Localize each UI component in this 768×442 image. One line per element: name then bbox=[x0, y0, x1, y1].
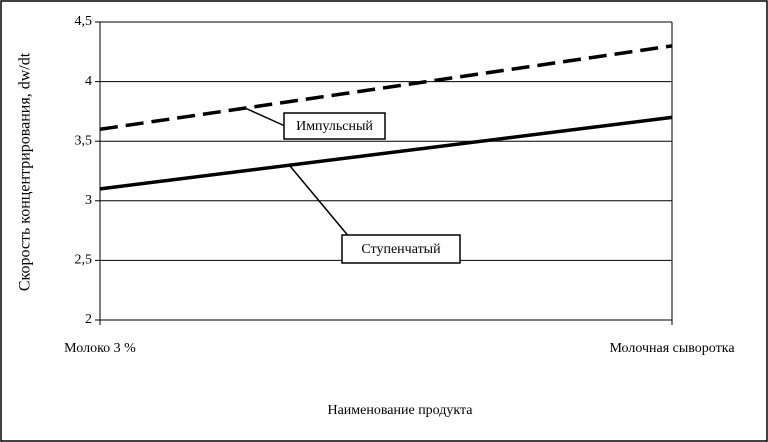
y-tick-label: 3,5 bbox=[75, 133, 93, 148]
series-line bbox=[99, 115, 673, 191]
series-line bbox=[99, 44, 673, 132]
y-tick-label: 2 bbox=[85, 312, 92, 327]
x-tick-label: Молоко 3 % bbox=[64, 341, 136, 356]
callout-box bbox=[283, 112, 386, 140]
x-axis-title: Наименование продукта bbox=[327, 403, 473, 418]
callout-leader bbox=[244, 107, 286, 127]
legend-label: Импульсный bbox=[296, 119, 373, 134]
y-tick-label: 3 bbox=[85, 193, 92, 208]
x-tick-label: Молочная сыворотка bbox=[609, 341, 735, 356]
callout-leader bbox=[289, 165, 351, 239]
callout-box bbox=[341, 234, 461, 264]
y-tick-label: 2,5 bbox=[75, 253, 93, 268]
y-tick-label: 4 bbox=[85, 74, 92, 89]
y-axis-title: Скорость концентрирования, dw/dt bbox=[17, 52, 34, 291]
legend-label: Ступенчатый bbox=[361, 242, 441, 257]
y-tick-label: 4,5 bbox=[75, 14, 93, 29]
